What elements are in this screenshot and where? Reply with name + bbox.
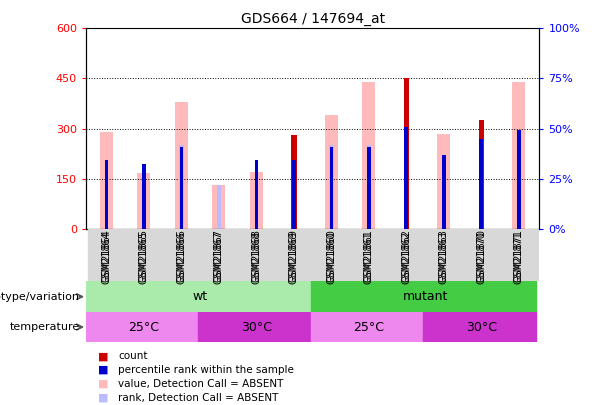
Text: GSM21868: GSM21868: [251, 231, 261, 284]
Text: GSM21865: GSM21865: [139, 229, 149, 282]
Bar: [216, 185, 221, 229]
Bar: [329, 145, 333, 229]
Text: count: count: [118, 351, 148, 361]
Bar: [442, 155, 446, 229]
Bar: [311, 312, 423, 342]
Text: GSM21871: GSM21871: [514, 229, 524, 282]
Bar: [479, 120, 484, 229]
Bar: [403, 79, 409, 229]
Bar: [162, 229, 200, 281]
Text: wt: wt: [192, 290, 208, 303]
Text: GSM21862: GSM21862: [402, 231, 411, 284]
Bar: [350, 229, 387, 281]
Text: value, Detection Call = ABSENT: value, Detection Call = ABSENT: [118, 379, 284, 389]
Text: temperature: temperature: [9, 322, 80, 332]
Bar: [517, 130, 520, 229]
Text: genotype/variation: genotype/variation: [0, 292, 80, 302]
Text: ■: ■: [98, 379, 109, 389]
Text: ■: ■: [98, 393, 109, 403]
Bar: [175, 102, 188, 229]
Text: ■: ■: [98, 351, 109, 361]
Bar: [425, 229, 463, 281]
Text: GSM21870: GSM21870: [476, 231, 486, 284]
Bar: [405, 127, 408, 229]
Bar: [437, 134, 451, 229]
Bar: [291, 135, 297, 229]
Text: GSM21862: GSM21862: [402, 229, 411, 282]
Text: GSM21871: GSM21871: [514, 231, 524, 284]
Text: GSM21864: GSM21864: [101, 231, 112, 284]
Text: GSM21863: GSM21863: [439, 231, 449, 284]
Text: GSM21865: GSM21865: [139, 231, 149, 284]
Bar: [254, 160, 258, 229]
Text: rank, Detection Call = ABSENT: rank, Detection Call = ABSENT: [118, 393, 279, 403]
Text: GSM21860: GSM21860: [326, 229, 337, 282]
Bar: [142, 164, 146, 229]
Bar: [292, 160, 295, 229]
Title: GDS664 / 147694_at: GDS664 / 147694_at: [240, 12, 385, 26]
Text: percentile rank within the sample: percentile rank within the sample: [118, 365, 294, 375]
Text: mutant: mutant: [402, 290, 447, 303]
Text: GSM21867: GSM21867: [214, 231, 224, 284]
Bar: [179, 145, 184, 229]
Text: GSM21869: GSM21869: [289, 231, 299, 284]
Bar: [88, 229, 125, 281]
Bar: [367, 145, 371, 229]
Bar: [105, 160, 109, 229]
Text: GSM21870: GSM21870: [476, 229, 486, 282]
Text: GSM21860: GSM21860: [326, 231, 337, 284]
Bar: [463, 229, 500, 281]
Text: GSM21869: GSM21869: [289, 229, 299, 282]
Bar: [137, 173, 150, 229]
Text: GSM21867: GSM21867: [214, 229, 224, 282]
Bar: [86, 281, 311, 312]
Bar: [198, 312, 311, 342]
Bar: [200, 229, 238, 281]
Text: GSM21866: GSM21866: [177, 229, 186, 282]
Bar: [250, 172, 263, 229]
Text: GSM21866: GSM21866: [177, 231, 186, 284]
Bar: [362, 82, 375, 229]
Bar: [125, 229, 162, 281]
Bar: [100, 132, 113, 229]
Bar: [238, 229, 275, 281]
Text: GSM21863: GSM21863: [439, 229, 449, 282]
Bar: [500, 229, 538, 281]
Bar: [180, 147, 183, 229]
Text: ■: ■: [98, 365, 109, 375]
Text: 25°C: 25°C: [353, 320, 384, 334]
Bar: [86, 312, 198, 342]
Text: GSM21868: GSM21868: [251, 229, 261, 282]
Bar: [212, 185, 226, 229]
Bar: [313, 229, 350, 281]
Bar: [311, 281, 536, 312]
Bar: [275, 229, 313, 281]
Bar: [387, 229, 425, 281]
Bar: [367, 147, 371, 229]
Bar: [479, 139, 483, 229]
Text: 30°C: 30°C: [241, 320, 272, 334]
Text: GSM21864: GSM21864: [101, 229, 112, 282]
Text: 25°C: 25°C: [129, 320, 159, 334]
Bar: [330, 147, 333, 229]
Text: GSM21861: GSM21861: [364, 231, 374, 284]
Bar: [325, 115, 338, 229]
Bar: [423, 312, 536, 342]
Text: GSM21861: GSM21861: [364, 229, 374, 282]
Bar: [512, 82, 525, 229]
Text: 30°C: 30°C: [466, 320, 497, 334]
